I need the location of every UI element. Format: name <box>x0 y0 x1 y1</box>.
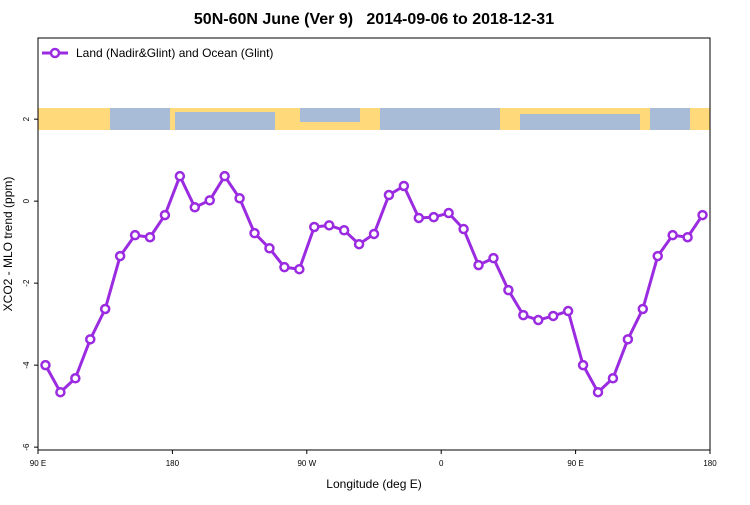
x-tick-label: 90 W <box>297 459 316 468</box>
point <box>309 221 320 233</box>
point <box>383 189 395 201</box>
point <box>279 261 290 273</box>
point <box>473 259 484 271</box>
y-tick-label: 0 <box>22 198 31 203</box>
point <box>518 309 529 321</box>
legend-label: Land (Nadir&Glint) and Ocean (Glint) <box>76 46 273 60</box>
point <box>219 170 230 182</box>
point <box>577 359 589 371</box>
point <box>428 211 439 223</box>
point <box>562 305 574 317</box>
point <box>488 252 499 264</box>
point <box>503 284 514 296</box>
point <box>368 228 380 240</box>
point <box>85 334 96 345</box>
point <box>189 202 201 213</box>
point <box>622 334 634 345</box>
point <box>204 195 215 206</box>
x-tick-label: 0 <box>439 459 444 468</box>
point <box>338 225 350 236</box>
point <box>323 220 335 231</box>
point <box>697 209 708 221</box>
x-axis-title: Longitude (deg E) <box>326 477 421 491</box>
point <box>264 243 275 254</box>
point <box>249 227 260 239</box>
y-tick-label: -4 <box>22 361 31 369</box>
point <box>174 170 186 182</box>
point <box>592 386 604 398</box>
point <box>458 223 469 235</box>
y-tick-label: -6 <box>22 443 31 451</box>
point <box>40 359 51 371</box>
point <box>607 373 619 384</box>
point <box>652 250 663 262</box>
point <box>70 373 81 384</box>
point <box>114 250 126 262</box>
y-tick-label: 2 <box>22 116 31 121</box>
point <box>144 231 156 243</box>
x-tick-label: 180 <box>166 459 180 468</box>
point <box>398 180 410 192</box>
point <box>294 263 305 275</box>
point <box>637 303 649 315</box>
x-tick-label: 90 E <box>30 459 46 468</box>
point <box>99 303 111 315</box>
point <box>129 229 141 241</box>
point <box>547 310 559 322</box>
plot-frame <box>37 37 711 451</box>
x-tick-label: 180 <box>703 459 717 468</box>
series-line <box>44 172 704 395</box>
map-strip <box>38 108 710 130</box>
point <box>443 207 454 219</box>
y-tick-label: -2 <box>22 279 31 287</box>
x-tick-label: 90 E <box>567 459 583 468</box>
y-axis-title: XCO2 - MLO trend (ppm) <box>1 177 15 312</box>
point <box>682 231 693 243</box>
point <box>55 386 66 398</box>
point <box>533 314 544 326</box>
chart-title: 50N-60N June (Ver 9) 2014-09-06 to 2018-… <box>194 11 554 28</box>
legend-marker <box>49 47 61 59</box>
point <box>353 238 365 250</box>
point <box>159 209 171 221</box>
point <box>667 229 678 241</box>
point <box>234 193 245 204</box>
point <box>413 212 425 224</box>
